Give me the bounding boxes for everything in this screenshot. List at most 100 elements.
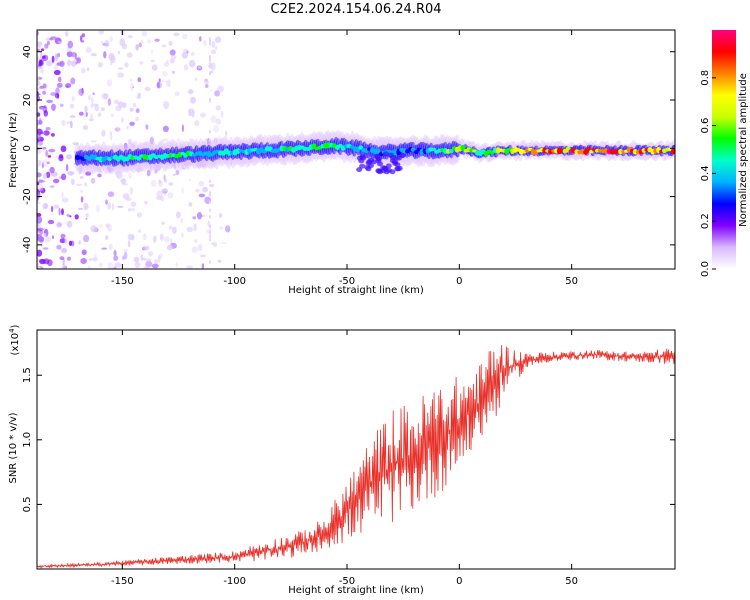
colorbar-tick-label: 0.0: [700, 261, 711, 277]
spectrogram-noise-blob: [70, 77, 76, 85]
snr-plot-area: [37, 330, 675, 569]
spectrogram-noise-blob: [127, 138, 132, 145]
spectrogram-noise-blob: [59, 238, 66, 244]
spectrogram-noise-blob: [181, 51, 188, 59]
spectrogram-noise-blob: [209, 193, 211, 197]
spectrogram-noise-blob: [163, 62, 170, 67]
spectrogram-noise-blob: [111, 113, 115, 117]
spectrogram-noise-blob: [144, 201, 148, 205]
spectrogram-noise-blob: [49, 166, 55, 174]
spectrogram-noise-blob: [37, 76, 42, 81]
spectrogram-noise-blob: [135, 116, 140, 122]
spectrogram-noise-blob: [86, 67, 90, 72]
spectrogram-noise-blob: [186, 265, 193, 269]
spectrogram-noise-blob: [123, 252, 128, 260]
spectrogram-noise-blob: [130, 83, 134, 91]
spectrogram-noise-blob: [163, 138, 168, 142]
spectrogram-noise-blob: [168, 225, 173, 230]
spectrogram-noise-blob: [172, 226, 177, 234]
spectrogram-noise-blob: [141, 31, 148, 37]
spectrogram-ridge-body: [382, 151, 389, 157]
spectrogram-noise-blob: [46, 161, 51, 165]
spectrogram-noise-blob: [37, 216, 43, 224]
spectrogram-noise-blob: [218, 226, 224, 230]
spectrogram-noise-blob: [80, 196, 84, 203]
spectrogram-noise-blob: [78, 111, 84, 116]
spectrogram-noise-blob: [181, 187, 184, 194]
spectrogram-noise-blob: [107, 98, 112, 106]
spectrogram-noise-blob: [73, 57, 80, 62]
spectrogram-ridge-peak: [513, 146, 518, 153]
spectrogram-noise-blob: [166, 59, 169, 64]
spectrogram-noise-blob: [105, 199, 108, 205]
spectrogram-noise-blob: [132, 86, 135, 89]
spectrogram-noise-blob: [161, 71, 168, 77]
spectrogram-noise-blob: [170, 55, 177, 60]
spectrogram-noise-blob: [37, 128, 43, 135]
spectrogram-noise-blob: [156, 81, 163, 89]
spectrogram-noise-blob: [67, 171, 75, 176]
snr-panel: -150 -100 -50 0 50 0.5 1.0 1.5 Height of strai…: [8, 324, 676, 596]
spectrogram-noise-blob: [158, 180, 164, 188]
spectrogram-noise-blob: [145, 260, 153, 268]
spectrogram-noise-blob: [83, 202, 89, 211]
spectrogram-noise-blob: [166, 79, 171, 88]
spectrogram-noise-blob: [149, 136, 154, 145]
spectrogram-ridge-body: [370, 159, 377, 165]
spectrogram-noise-blob: [97, 61, 104, 68]
spectrogram-noise-blob: [210, 115, 217, 123]
spectrogram-noise-blob: [37, 201, 41, 205]
spectrogram-noise-blob: [54, 93, 60, 99]
spectrogram-noise-blob: [134, 261, 141, 269]
x-tick-label: 0: [456, 576, 462, 587]
spectrogram-ridge-peak: [670, 148, 675, 155]
spectrogram-noise-blob: [39, 187, 46, 194]
spectrogram-noise-blob: [37, 55, 40, 62]
spectrogram-noise-blob: [85, 213, 89, 218]
spectrogram-noise-blob: [46, 60, 53, 67]
spectrogram-noise-blob: [209, 55, 211, 59]
spectrogram-noise-blob: [75, 183, 83, 186]
spectrogram-noise-blob: [37, 112, 41, 117]
spectrogram-noise-blob: [81, 67, 86, 74]
spectrogram-noise-blob: [108, 243, 113, 251]
spectrogram-noise-blob: [37, 163, 40, 172]
spectrogram-noise-blob: [124, 62, 129, 68]
spectrogram-noise-blob: [95, 204, 100, 213]
spectrogram-noise-blob: [161, 221, 165, 225]
spectrogram-noise-blob: [113, 255, 119, 261]
spectrogram-noise-blob: [183, 64, 189, 71]
spectrogram-noise-blob: [101, 129, 106, 137]
spectrogram-noise-blob: [37, 48, 41, 52]
colorbar-tick-label: 0.4: [700, 165, 711, 181]
spectrogram-noise-blob: [39, 106, 46, 110]
y-tick-label: 40: [22, 45, 33, 58]
spectrogram-noise-blob: [66, 256, 72, 261]
spectrogram-noise-blob: [181, 33, 188, 40]
spectrogram-noise-blob: [142, 141, 148, 146]
spectrogram-noise-blob: [174, 91, 180, 97]
spectrogram-noise-blob: [151, 64, 158, 71]
spectrogram-noise-blob: [42, 203, 48, 210]
spectrogram-noise-blob: [68, 240, 73, 246]
spectrogram-noise-blob: [78, 88, 85, 96]
spectrogram-noise-blob: [101, 247, 108, 250]
spectrogram-ridge-body: [389, 169, 396, 175]
spectrogram-noise-blob: [57, 52, 60, 58]
spectrogram-noise-blob: [97, 173, 102, 178]
spectrogram-noise-blob: [129, 208, 136, 212]
x-tick-label: -150: [111, 276, 134, 287]
spectrogram-noise-blob: [133, 256, 140, 263]
snr-x-label: Height of straight line (km): [288, 585, 424, 596]
spectrogram-noise-blob: [213, 124, 220, 133]
spectrogram-noise-blob: [37, 229, 42, 233]
spectrogram-noise-blob: [188, 178, 192, 182]
spectrogram-noise-blob: [154, 164, 162, 172]
spectrogram-noise-blob: [164, 190, 167, 196]
snr-y-label: SNR (10 * v/v): [8, 412, 19, 483]
spectrogram-noise-blob: [210, 49, 217, 55]
spectrogram-ridge-peak: [235, 148, 241, 155]
spectrogram-noise-blob: [56, 222, 62, 228]
spectrogram-noise-blob: [80, 40, 85, 43]
spectrogram-noise-blob: [148, 251, 153, 257]
